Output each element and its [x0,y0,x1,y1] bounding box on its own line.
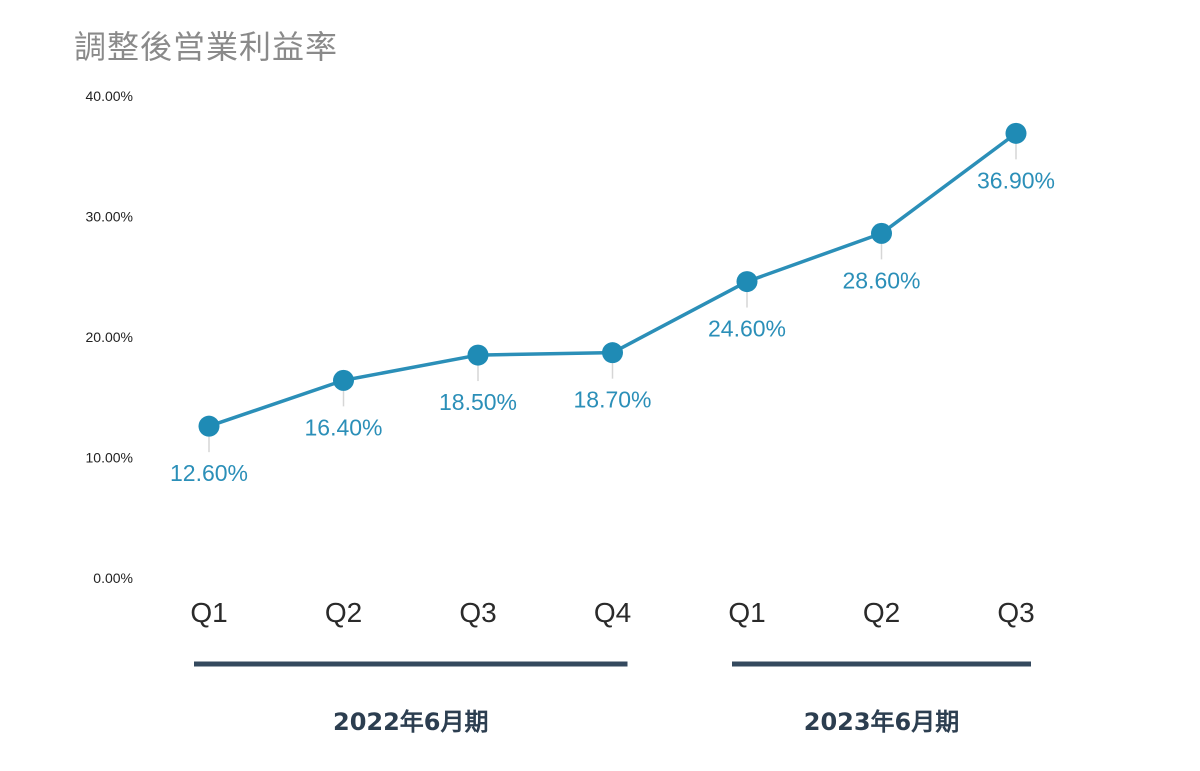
x-tick-label: Q1 [728,597,765,628]
period-groups: 2022年6月期 2023年6月期 [194,661,1031,736]
y-axis: 0.00% 10.00% 20.00% 30.00% 40.00% [86,88,133,586]
y-tick-label: 30.00% [86,209,133,225]
y-tick-label: 0.00% [93,570,133,586]
data-point [198,415,220,437]
x-tick-label: Q2 [863,597,900,628]
data-labels: 12.60% 16.40% 18.50% 18.70% 24.60% 28.60% 36.9… [170,167,1055,486]
x-tick-label: Q2 [325,597,362,628]
data-point [736,271,758,293]
y-tick-label: 40.00% [86,88,133,104]
data-label: 18.70% [573,387,651,413]
data-point [333,369,354,391]
data-point [871,222,892,244]
data-point [1005,122,1027,144]
data-label: 12.60% [170,460,248,486]
data-points [198,122,1027,437]
data-label: 36.90% [977,167,1055,193]
label-leaders [208,143,1017,453]
x-tick-label: Q3 [997,597,1034,628]
y-tick-label: 20.00% [86,329,133,345]
data-label: 24.60% [708,316,786,342]
data-point [602,342,623,364]
x-tick-label: Q4 [594,597,631,628]
period-label: 2022年6月期 [333,708,489,736]
x-axis: Q1 Q2 Q3 Q4 Q1 Q2 Q3 [190,597,1034,628]
x-tick-label: Q1 [190,597,227,628]
data-label: 16.40% [304,414,382,440]
chart-title: 調整後営業利益率 [74,28,339,66]
period-label: 2023年6月期 [804,708,960,736]
y-tick-label: 10.00% [86,450,133,466]
data-point [467,344,489,366]
x-tick-label: Q3 [459,597,496,628]
data-label: 18.50% [439,389,517,415]
data-label: 28.60% [842,267,920,293]
